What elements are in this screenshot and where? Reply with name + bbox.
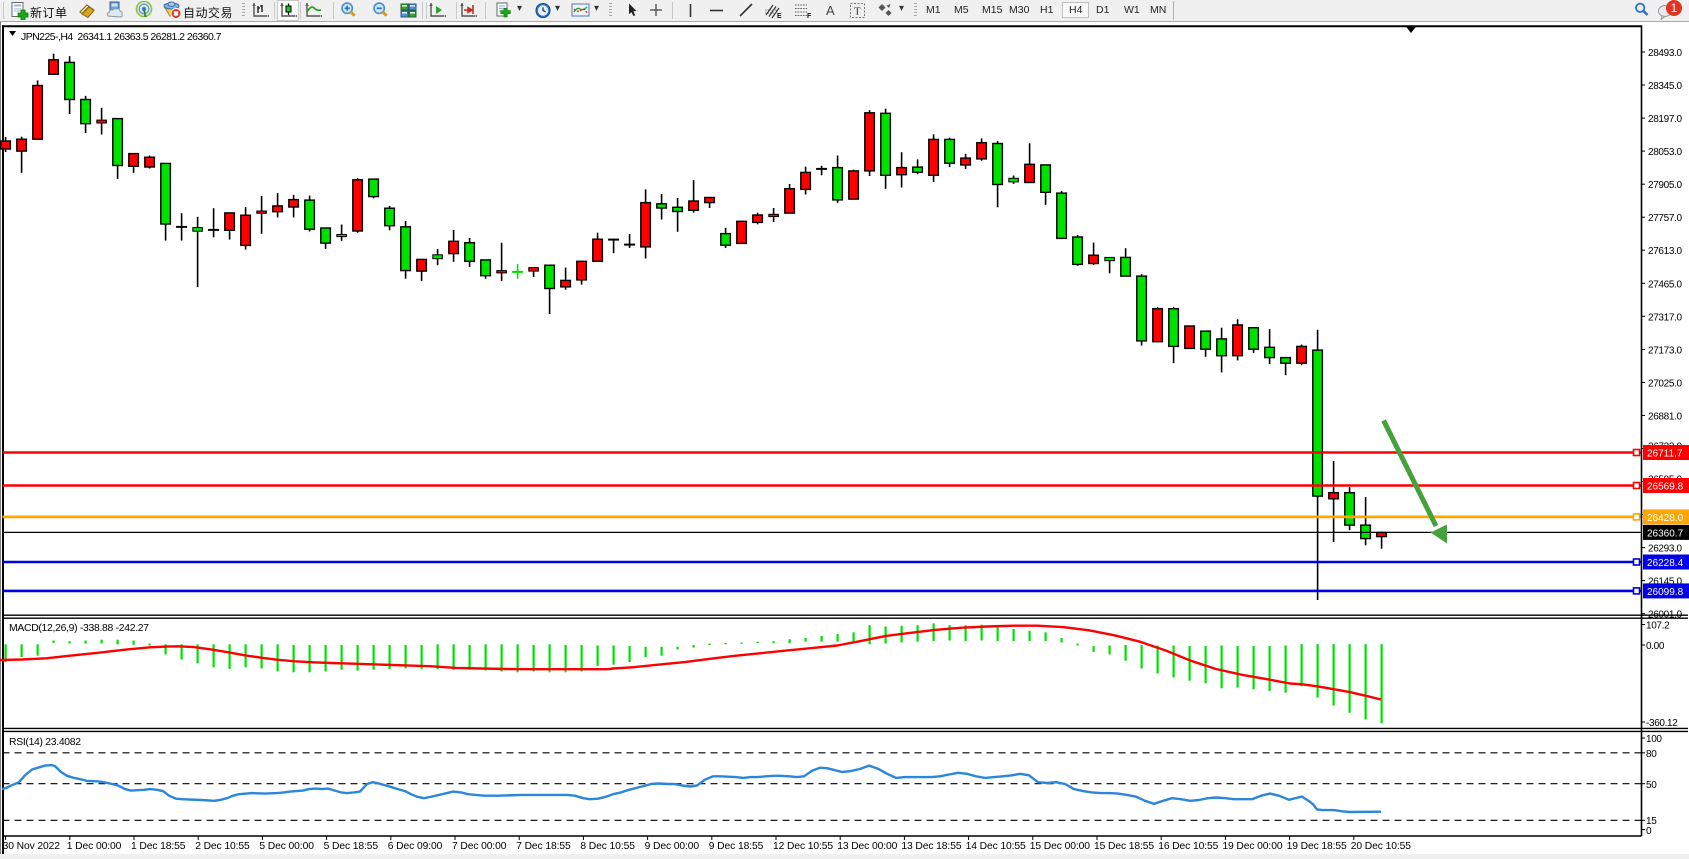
svg-text:E: E bbox=[777, 13, 782, 19]
svg-text:JPN225-,H4 26341.1 26363.5 26: JPN225-,H4 26341.1 26363.5 26281.2 26360… bbox=[21, 31, 222, 43]
svg-text:27173.0: 27173.0 bbox=[1648, 345, 1682, 356]
svg-text:15 Dec 18:55: 15 Dec 18:55 bbox=[1094, 841, 1154, 852]
svg-text:15: 15 bbox=[1646, 816, 1657, 827]
svg-text:2 Dec 10:55: 2 Dec 10:55 bbox=[195, 841, 250, 852]
svg-text:28197.0: 28197.0 bbox=[1648, 114, 1682, 125]
svg-text:6 Dec 09:00: 6 Dec 09:00 bbox=[388, 841, 443, 852]
svg-text:13 Dec 18:55: 13 Dec 18:55 bbox=[901, 841, 961, 852]
svg-text:12 Dec 10:55: 12 Dec 10:55 bbox=[773, 841, 833, 852]
svg-text:9 Dec 00:00: 9 Dec 00:00 bbox=[645, 841, 700, 852]
svg-text:26099.8: 26099.8 bbox=[1647, 587, 1684, 598]
svg-text:0.00: 0.00 bbox=[1646, 641, 1665, 652]
svg-text:5 Dec 00:00: 5 Dec 00:00 bbox=[259, 841, 314, 852]
svg-text:20 Dec 10:55: 20 Dec 10:55 bbox=[1351, 841, 1411, 852]
svg-text:19 Dec 00:00: 19 Dec 00:00 bbox=[1222, 841, 1282, 852]
svg-text:15 Dec 00:00: 15 Dec 00:00 bbox=[1030, 841, 1090, 852]
svg-text:8 Dec 10:55: 8 Dec 10:55 bbox=[580, 841, 635, 852]
svg-text:MACD(12,26,9) -338.88 -242.27: MACD(12,26,9) -338.88 -242.27 bbox=[9, 623, 149, 634]
svg-text:27613.0: 27613.0 bbox=[1648, 246, 1682, 257]
svg-text:26228.4: 26228.4 bbox=[1647, 558, 1684, 569]
svg-text:80: 80 bbox=[1646, 749, 1657, 760]
svg-text:26881.0: 26881.0 bbox=[1648, 411, 1682, 422]
svg-text:F: F bbox=[807, 13, 812, 19]
svg-text:19 Dec 18:55: 19 Dec 18:55 bbox=[1287, 841, 1347, 852]
svg-text:26569.8: 26569.8 bbox=[1647, 482, 1684, 493]
svg-text:1 Dec 00:00: 1 Dec 00:00 bbox=[67, 841, 122, 852]
svg-text:28345.0: 28345.0 bbox=[1648, 81, 1682, 92]
svg-text:16 Dec 10:55: 16 Dec 10:55 bbox=[1158, 841, 1218, 852]
svg-text:26360.7: 26360.7 bbox=[1647, 528, 1684, 539]
svg-text:26428.0: 26428.0 bbox=[1647, 513, 1684, 524]
svg-text:30 Nov 2022: 30 Nov 2022 bbox=[3, 841, 61, 852]
svg-text:107.2: 107.2 bbox=[1646, 621, 1670, 632]
svg-text:27905.0: 27905.0 bbox=[1648, 180, 1682, 191]
svg-text:13 Dec 00:00: 13 Dec 00:00 bbox=[837, 841, 897, 852]
svg-text:9 Dec 18:55: 9 Dec 18:55 bbox=[709, 841, 764, 852]
svg-text:RSI(14) 23.4082: RSI(14) 23.4082 bbox=[9, 737, 81, 748]
svg-text:7 Dec 18:55: 7 Dec 18:55 bbox=[516, 841, 571, 852]
svg-text:100: 100 bbox=[1646, 734, 1662, 745]
svg-text:27757.0: 27757.0 bbox=[1648, 213, 1682, 224]
svg-text:27317.0: 27317.0 bbox=[1648, 312, 1682, 323]
svg-text:27465.0: 27465.0 bbox=[1648, 279, 1682, 290]
svg-text:14 Dec 10:55: 14 Dec 10:55 bbox=[966, 841, 1026, 852]
svg-text:26293.0: 26293.0 bbox=[1648, 544, 1682, 555]
svg-text:7 Dec 00:00: 7 Dec 00:00 bbox=[452, 841, 507, 852]
svg-text:50: 50 bbox=[1646, 780, 1657, 791]
svg-text:T: T bbox=[854, 6, 861, 18]
svg-text:28053.0: 28053.0 bbox=[1648, 147, 1682, 158]
svg-text:26711.7: 26711.7 bbox=[1647, 449, 1683, 460]
svg-text:27025.0: 27025.0 bbox=[1648, 378, 1682, 389]
svg-text:26145.0: 26145.0 bbox=[1648, 577, 1682, 588]
svg-text:-360.12: -360.12 bbox=[1646, 718, 1678, 729]
svg-text:5 Dec 18:55: 5 Dec 18:55 bbox=[324, 841, 379, 852]
svg-text:0: 0 bbox=[1646, 826, 1652, 837]
svg-text:1 Dec 18:55: 1 Dec 18:55 bbox=[131, 841, 186, 852]
svg-text:28493.0: 28493.0 bbox=[1648, 48, 1682, 59]
